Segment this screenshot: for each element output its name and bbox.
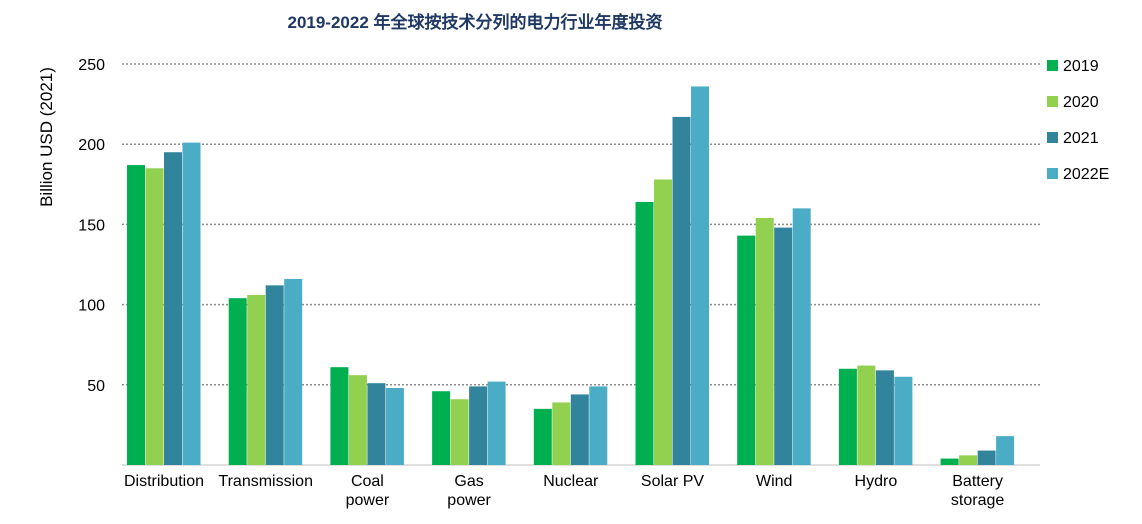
category-label: Distribution xyxy=(124,473,204,490)
category-labels: Distribution Transmission Coal power Gas powe… xyxy=(124,473,1004,509)
bar xyxy=(691,86,709,466)
bar xyxy=(894,376,913,465)
bar xyxy=(164,152,182,465)
category-label: Solar PV xyxy=(641,473,704,490)
bar xyxy=(774,227,793,465)
category-label: Wind xyxy=(756,473,792,490)
bar xyxy=(857,365,876,465)
bar xyxy=(228,298,247,465)
y-tick-labels: 50 100 150 200 250 xyxy=(78,57,105,395)
bar xyxy=(977,450,996,465)
category-label: Nuclear xyxy=(543,473,599,490)
bar xyxy=(385,388,404,465)
legend-swatch xyxy=(1047,168,1058,179)
category-label: Coal xyxy=(351,473,384,490)
bar xyxy=(755,217,774,465)
bar xyxy=(145,168,164,465)
bar xyxy=(635,201,654,465)
bar xyxy=(654,179,672,465)
bar xyxy=(838,368,857,465)
category-label: Hydro xyxy=(855,473,898,490)
bar xyxy=(247,294,266,465)
bar xyxy=(348,375,367,465)
bar xyxy=(265,285,284,465)
bar xyxy=(996,436,1015,465)
bar xyxy=(469,386,488,465)
bar xyxy=(127,165,145,465)
bar xyxy=(737,235,756,465)
category-label: storage xyxy=(951,492,1004,509)
category-label: power xyxy=(346,492,390,509)
legend-label: 2020 xyxy=(1063,94,1099,111)
legend-label: 2019 xyxy=(1063,58,1099,75)
y-tick-label: 200 xyxy=(78,137,105,154)
bar xyxy=(792,208,811,466)
legend-label: 2021 xyxy=(1063,130,1099,147)
chart-title: 2019-2022 年全球按技术分列的电力行业年度投资 xyxy=(287,12,662,32)
bars xyxy=(127,86,1015,466)
bar xyxy=(533,408,552,465)
y-tick-label: 250 xyxy=(78,57,105,74)
bar xyxy=(432,391,451,465)
bar xyxy=(959,455,978,465)
category-label: Transmission xyxy=(218,473,313,490)
bar xyxy=(672,116,691,465)
legend-swatch xyxy=(1047,96,1058,107)
y-tick-label: 100 xyxy=(78,298,105,315)
bar xyxy=(552,402,571,465)
bar xyxy=(367,383,386,465)
category-label: Battery xyxy=(952,473,1003,490)
legend-label: 2022E xyxy=(1063,166,1109,183)
bar xyxy=(589,386,608,465)
bar xyxy=(570,394,589,465)
category-label: Gas xyxy=(454,473,483,490)
legend-swatch xyxy=(1047,132,1058,143)
bar xyxy=(330,367,349,465)
bar xyxy=(450,399,469,465)
bar xyxy=(182,142,201,465)
bar xyxy=(487,381,506,465)
bar xyxy=(875,370,894,465)
bar xyxy=(940,458,959,465)
bar xyxy=(284,278,303,465)
legend-swatch xyxy=(1047,60,1058,71)
category-label: power xyxy=(447,492,491,509)
y-tick-label: 150 xyxy=(78,217,105,234)
y-tick-label: 50 xyxy=(87,378,105,395)
legend: 2019 2020 2021 2022E xyxy=(1047,58,1109,183)
y-axis-label: Billion USD (2021) xyxy=(37,67,56,207)
